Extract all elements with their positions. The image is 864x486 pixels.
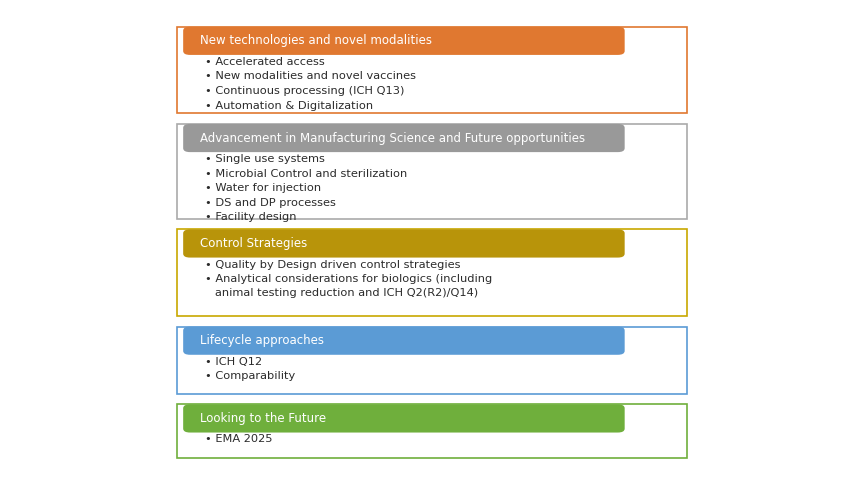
- FancyBboxPatch shape: [177, 229, 687, 316]
- Text: • Single use systems: • Single use systems: [205, 154, 325, 164]
- Text: • Microbial Control and sterilization: • Microbial Control and sterilization: [205, 169, 407, 179]
- Text: Looking to the Future: Looking to the Future: [200, 412, 327, 425]
- Text: • Facility design: • Facility design: [205, 212, 296, 223]
- Text: New technologies and novel modalities: New technologies and novel modalities: [200, 35, 433, 47]
- FancyBboxPatch shape: [177, 404, 687, 458]
- Text: • Comparability: • Comparability: [205, 371, 295, 382]
- Text: Advancement in Manufacturing Science and Future opportunities: Advancement in Manufacturing Science and…: [200, 132, 586, 144]
- FancyBboxPatch shape: [177, 327, 687, 394]
- Text: • DS and DP processes: • DS and DP processes: [205, 198, 335, 208]
- FancyBboxPatch shape: [183, 229, 625, 258]
- FancyBboxPatch shape: [183, 404, 625, 433]
- Text: • Automation & Digitalization: • Automation & Digitalization: [205, 101, 373, 111]
- Text: • Water for injection: • Water for injection: [205, 183, 321, 193]
- FancyBboxPatch shape: [177, 27, 687, 113]
- Text: Lifecycle approaches: Lifecycle approaches: [200, 334, 325, 347]
- Text: Control Strategies: Control Strategies: [200, 237, 308, 250]
- FancyBboxPatch shape: [177, 124, 687, 219]
- FancyBboxPatch shape: [183, 27, 625, 55]
- FancyBboxPatch shape: [183, 327, 625, 355]
- Text: • ICH Q12: • ICH Q12: [205, 357, 262, 367]
- Text: • Accelerated access: • Accelerated access: [205, 57, 325, 67]
- Text: animal testing reduction and ICH Q2(R2)/Q14): animal testing reduction and ICH Q2(R2)/…: [215, 288, 479, 298]
- FancyBboxPatch shape: [183, 124, 625, 152]
- Text: • Continuous processing (ICH Q13): • Continuous processing (ICH Q13): [205, 86, 404, 96]
- Text: • EMA 2025: • EMA 2025: [205, 434, 272, 445]
- Text: • Quality by Design driven control strategies: • Quality by Design driven control strat…: [205, 260, 461, 270]
- Text: • Analytical considerations for biologics (including: • Analytical considerations for biologic…: [205, 274, 492, 284]
- Text: • New modalities and novel vaccines: • New modalities and novel vaccines: [205, 71, 416, 82]
